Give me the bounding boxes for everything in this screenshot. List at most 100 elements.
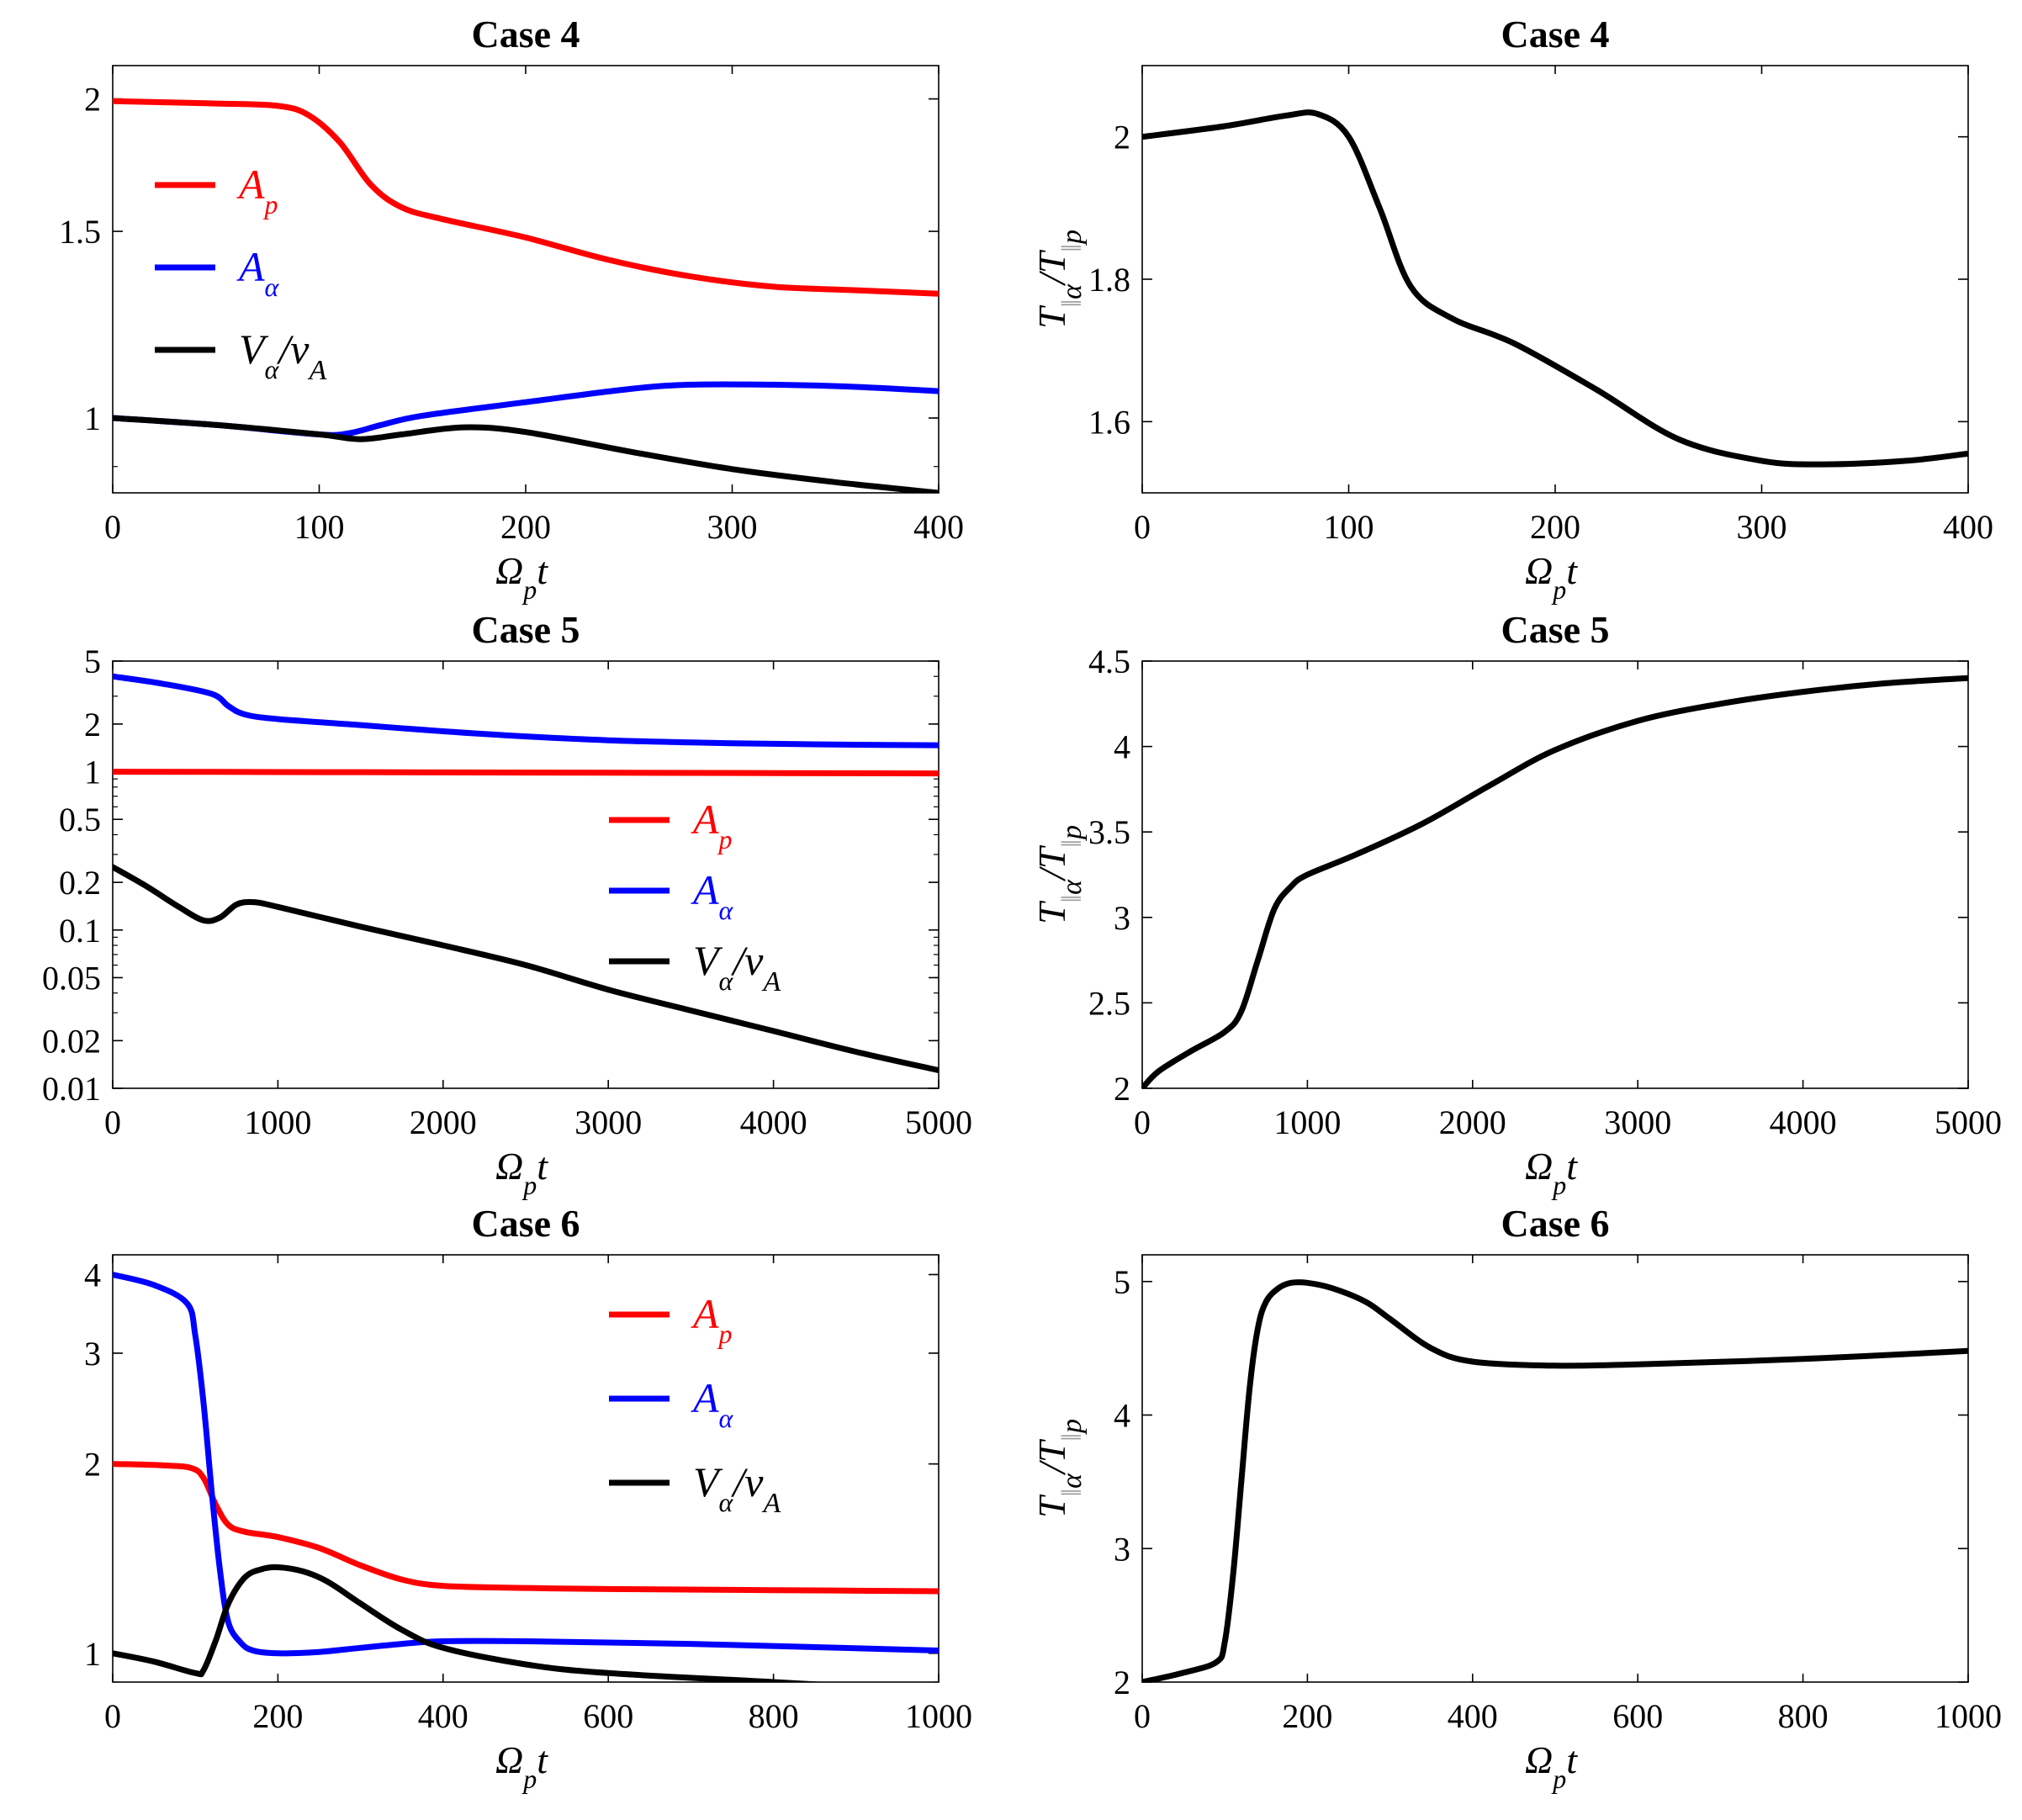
legend-label-ap: Ap [236,161,278,220]
x-tick-label: 300 [707,508,758,546]
plot-frame [112,1254,940,1683]
y-tick-label: 4 [1114,728,1130,766]
x-tick-label: 800 [1778,1697,1829,1735]
y-tick-label: 0.01 [42,1070,101,1108]
y-tick-label: 1 [84,399,101,437]
series-line-1 [113,1461,939,1595]
y-axis-label: T‖α/T‖p [1030,825,1088,924]
y-axis-label: T‖α/T‖p [1030,230,1088,329]
x-tick-label: 200 [1282,1697,1332,1735]
y-tick-label: 2 [84,706,101,743]
x-tick-label: 1000 [1935,1697,2002,1735]
series-line-1 [1142,675,1968,1088]
y-tick-label: 2 [84,1446,101,1484]
series-line-3 [113,864,939,1074]
x-tick-label: 4000 [1770,1103,1837,1141]
plot-frame [1141,1254,1969,1683]
y-tick-label: 2 [84,81,101,119]
y-tick-label: 1.8 [1088,261,1130,299]
plot-frame [112,660,940,1089]
y-tick-label: 3 [1114,899,1130,937]
x-axis-label: Ωpt [1525,1738,1578,1794]
x-tick-label: 300 [1737,508,1787,546]
y-tick-label: 2 [1114,119,1130,156]
chart-panel-6: Case 6 0 200 400 600 800 1000 2 3 4 5 Ωpt T‖α/T‖p [1030,1202,2002,1794]
x-tick-label: 5000 [1935,1103,2002,1141]
legend-label-aalpha: Aα [691,866,734,925]
chart-panel-1: Case 4 0 100 200 300 400 1 1.5 2 Ωpt Ap Aα Vα/vA [59,13,964,605]
series-line-2 [113,673,939,749]
chart-panel-3: Case 5 0 1000 2000 3000 4000 5000 0.01 0.02 0.05 0… [42,608,972,1200]
legend: Ap Aα Vα/vA [155,161,326,386]
x-tick-label: 400 [1943,508,1993,546]
legend: Ap Aα Vα/vA [609,1290,781,1519]
chart-panel-2: Case 4 0 100 200 300 400 1.6 1.8 2 Ωpt T‖α/T‖p [1030,13,1993,605]
chart-title: Case 6 [1501,1202,1609,1245]
series-line-1 [1142,109,1968,468]
chart-panel-5: Case 6 0 200 400 600 800 1000 1 2 3 4 Ωpt Ap Aα Vα/vA [84,1202,972,1794]
y-tick-label: 3 [1114,1530,1130,1568]
x-tick-label: 0 [104,1697,121,1735]
x-axis-label: Ωpt [495,549,548,605]
x-tick-label: 100 [1324,508,1374,546]
x-tick-label: 100 [294,508,345,546]
y-tick-label: 3 [84,1335,101,1373]
y-tick-label: 0.02 [42,1022,101,1060]
y-tick-label: 0.2 [59,864,101,902]
legend-label-valpha: Vα/vA [693,1458,781,1519]
legend-label-aalpha: Aα [691,1374,734,1433]
x-tick-label: 200 [252,1697,303,1735]
legend-label-ap: Ap [691,796,733,854]
x-tick-label: 1000 [905,1697,972,1735]
y-tick-label: 1 [84,754,101,791]
chart-title: Case 5 [471,608,580,651]
series-line-3 [113,415,939,493]
x-axis-label: Ωpt [1525,1145,1578,1200]
y-tick-label: 1.5 [59,213,101,251]
x-tick-label: 200 [500,508,551,546]
legend-label-valpha: Vα/vA [693,937,781,997]
chart-title: Case 4 [1501,13,1609,56]
y-tick-label: 5 [1114,1263,1130,1301]
chart-panel-4: Case 5 0 1000 2000 3000 4000 5000 2 2.5 3 3.5 4 4.5 Ω… [1030,608,2002,1200]
legend-label-aalpha: Aα [236,243,280,302]
x-tick-label: 4000 [740,1103,807,1141]
x-axis-label: Ωpt [495,1738,548,1794]
y-tick-label: 0.5 [59,801,101,839]
x-tick-label: 0 [1134,508,1151,546]
x-tick-label: 2000 [410,1103,477,1141]
x-tick-label: 0 [1134,1697,1151,1735]
y-tick-label: 2 [1114,1664,1130,1701]
legend-label-ap: Ap [691,1290,733,1349]
series-line-1 [113,98,939,297]
y-tick-label: 4.5 [1088,643,1130,680]
x-tick-label: 1000 [244,1103,311,1141]
x-tick-label: 600 [583,1697,633,1735]
series-line-1 [113,769,939,777]
x-tick-label: 800 [749,1697,799,1735]
x-tick-label: 5000 [905,1103,972,1141]
series-line-1 [1142,1279,1968,1682]
x-tick-label: 0 [104,508,121,546]
legend-label-valpha: Vα/vA [239,325,326,386]
x-axis-label: Ωpt [495,1145,548,1200]
legend: Ap Aα Vα/vA [609,796,781,997]
y-tick-label: 5 [84,643,101,680]
plot-frame [1141,660,1969,1089]
x-tick-label: 2000 [1439,1103,1506,1141]
x-tick-label: 0 [104,1103,121,1141]
x-tick-label: 1000 [1273,1103,1341,1141]
x-axis-label: Ωpt [1525,549,1578,605]
x-tick-label: 400 [913,508,964,546]
y-tick-label: 2 [1114,1070,1130,1108]
y-tick-label: 2.5 [1088,984,1130,1022]
y-tick-label: 1.6 [1088,403,1130,441]
x-tick-label: 200 [1530,508,1580,546]
series-line-2 [113,1272,939,1657]
chart-title: Case 6 [471,1202,580,1245]
y-tick-label: 3.5 [1088,813,1130,851]
chart-title: Case 4 [471,13,580,56]
series-line-3 [113,1563,827,1682]
x-tick-label: 0 [1134,1103,1151,1141]
